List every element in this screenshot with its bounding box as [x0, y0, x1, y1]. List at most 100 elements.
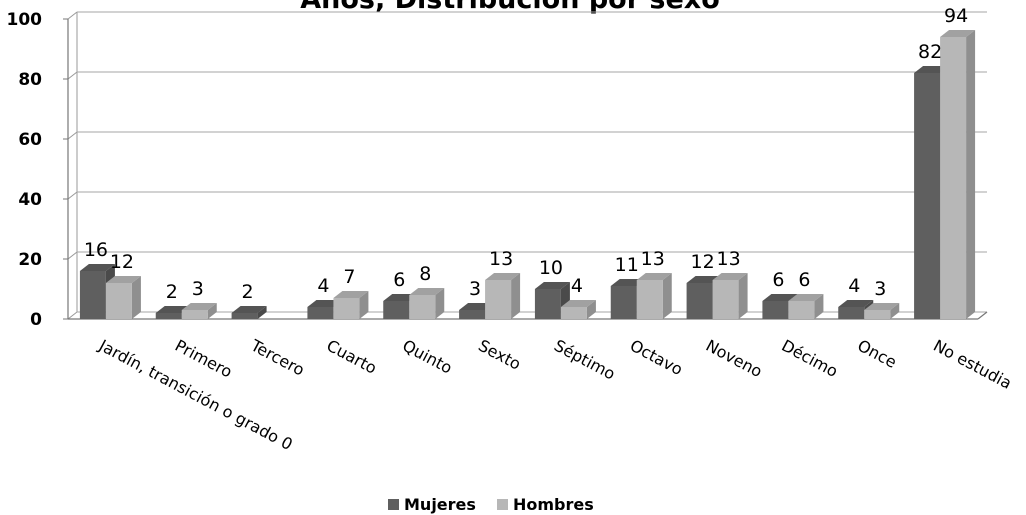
bar-mujeres-tercero: [231, 306, 267, 319]
bar-hombres-septimo: [560, 300, 596, 319]
x-tick-label-decimo: Décimo: [779, 336, 842, 381]
legend-label-mujeres: Mujeres: [404, 495, 476, 514]
bar-top: [534, 282, 570, 289]
bar-front: [79, 271, 106, 319]
bar-front: [383, 301, 410, 319]
bar-side: [511, 273, 521, 319]
bars: [79, 30, 976, 319]
data-label-mujeres-jardin-transicion-o-grado-0: 16: [84, 239, 108, 261]
bar-front: [105, 283, 132, 319]
bar-front: [231, 313, 258, 319]
bar-hombres-primero: [181, 303, 217, 319]
bar-side: [890, 303, 900, 319]
x-tick-label-no-estudia: No estudia: [930, 336, 1015, 393]
x-tick-label-tercero: Tercero: [247, 335, 308, 379]
y-tick-label: 20: [18, 250, 42, 270]
gridline-side: [67, 131, 78, 140]
bar-top: [560, 300, 596, 307]
bar-front: [534, 289, 561, 319]
bar-hombres-decimo: [788, 294, 824, 319]
axes: 0 20 40 60 80 100: [7, 10, 988, 330]
x-tick-label-cuarto: Cuarto: [324, 336, 380, 378]
legend-label-hombres: Hombres: [513, 495, 594, 514]
data-label-hombres-octavo: 13: [641, 248, 665, 270]
bar-side: [586, 300, 596, 319]
bar-front: [409, 295, 436, 319]
x-tick-label-once: Once: [854, 336, 899, 372]
data-label-mujeres-no-estudia: 82: [918, 41, 942, 63]
data-label-mujeres-primero: 2: [166, 281, 178, 303]
bar-front: [914, 73, 941, 319]
y-tick-label: 40: [18, 190, 42, 210]
bar-front: [560, 307, 587, 319]
gridline-side: [67, 251, 78, 260]
bar-side: [435, 288, 445, 319]
data-label-mujeres-sexto: 3: [469, 278, 481, 300]
data-label-hombres-sexto: 13: [489, 248, 513, 270]
bar-front: [864, 310, 891, 319]
bar-top: [838, 300, 874, 307]
bar-side: [738, 273, 748, 319]
chart-title: Años, Distribución por sexo: [300, 0, 720, 15]
bar-front: [838, 307, 865, 319]
bar-top: [231, 306, 267, 313]
data-label-hombres-septimo: 4: [571, 275, 583, 297]
x-tick-label-septimo: Séptimo: [551, 336, 618, 384]
data-label-mujeres-septimo: 10: [539, 257, 563, 279]
data-label-mujeres-once: 4: [848, 275, 860, 297]
data-label-hombres-decimo: 6: [798, 269, 810, 291]
data-label-hombres-noveno: 13: [716, 248, 740, 270]
data-label-hombres-primero: 3: [192, 278, 204, 300]
legend-swatch-hombres: [497, 499, 508, 510]
bar-top: [485, 273, 521, 280]
bar-front: [762, 301, 789, 319]
x-tick-label-sexto: Sexto: [475, 336, 524, 374]
data-label-mujeres-tercero: 2: [242, 281, 254, 303]
bar-front: [610, 286, 637, 319]
bar-hombres-no-estudia: [940, 30, 976, 319]
data-label-mujeres-quinto: 6: [393, 269, 405, 291]
bar-front: [459, 310, 486, 319]
bar-side: [131, 276, 141, 319]
gridline-side: [67, 311, 78, 320]
y-tick-label: 80: [18, 70, 42, 90]
bar-top: [762, 294, 798, 301]
bar-front: [788, 301, 815, 319]
bar-hombres-jardin-transicion-o-grado-0: [105, 276, 141, 319]
gridline-side: [67, 191, 78, 200]
bar-hombres-once: [864, 303, 900, 319]
data-label-hombres-cuarto: 7: [343, 266, 355, 288]
bar-side: [359, 291, 369, 319]
data-label-mujeres-cuarto: 4: [317, 275, 329, 297]
bar-front: [636, 280, 663, 319]
bar-hombres-quinto: [409, 288, 445, 319]
bar-side: [814, 294, 824, 319]
y-tick-label: 60: [18, 130, 42, 150]
gridline-side: [67, 11, 78, 20]
legend-swatch-mujeres: [388, 499, 399, 510]
x-tick-label-primero: Primero: [172, 336, 236, 382]
data-label-hombres-no-estudia: 94: [944, 5, 968, 27]
x-axis-depth: [977, 311, 988, 320]
x-tick-label-octavo: Octavo: [627, 336, 686, 379]
bar-front: [940, 37, 967, 319]
bar-side: [966, 30, 976, 319]
bar-front: [686, 283, 713, 319]
bar-side: [662, 273, 672, 319]
bar-front: [712, 280, 739, 319]
bar-hombres-cuarto: [333, 291, 369, 319]
bar-side: [207, 303, 217, 319]
bar-front: [307, 307, 334, 319]
bar-side: [257, 306, 267, 319]
x-tick-label-noveno: Noveno: [703, 336, 766, 381]
y-tick-label: 0: [30, 310, 42, 330]
data-label-mujeres-octavo: 11: [615, 254, 639, 276]
bar-hombres-noveno: [712, 273, 748, 319]
bar-top: [409, 288, 445, 295]
gridlines: [67, 11, 987, 320]
data-label-mujeres-decimo: 6: [772, 269, 784, 291]
bar-front: [333, 298, 360, 319]
